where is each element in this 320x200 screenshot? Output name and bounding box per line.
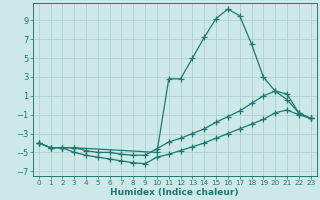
X-axis label: Humidex (Indice chaleur): Humidex (Indice chaleur) xyxy=(110,188,239,197)
